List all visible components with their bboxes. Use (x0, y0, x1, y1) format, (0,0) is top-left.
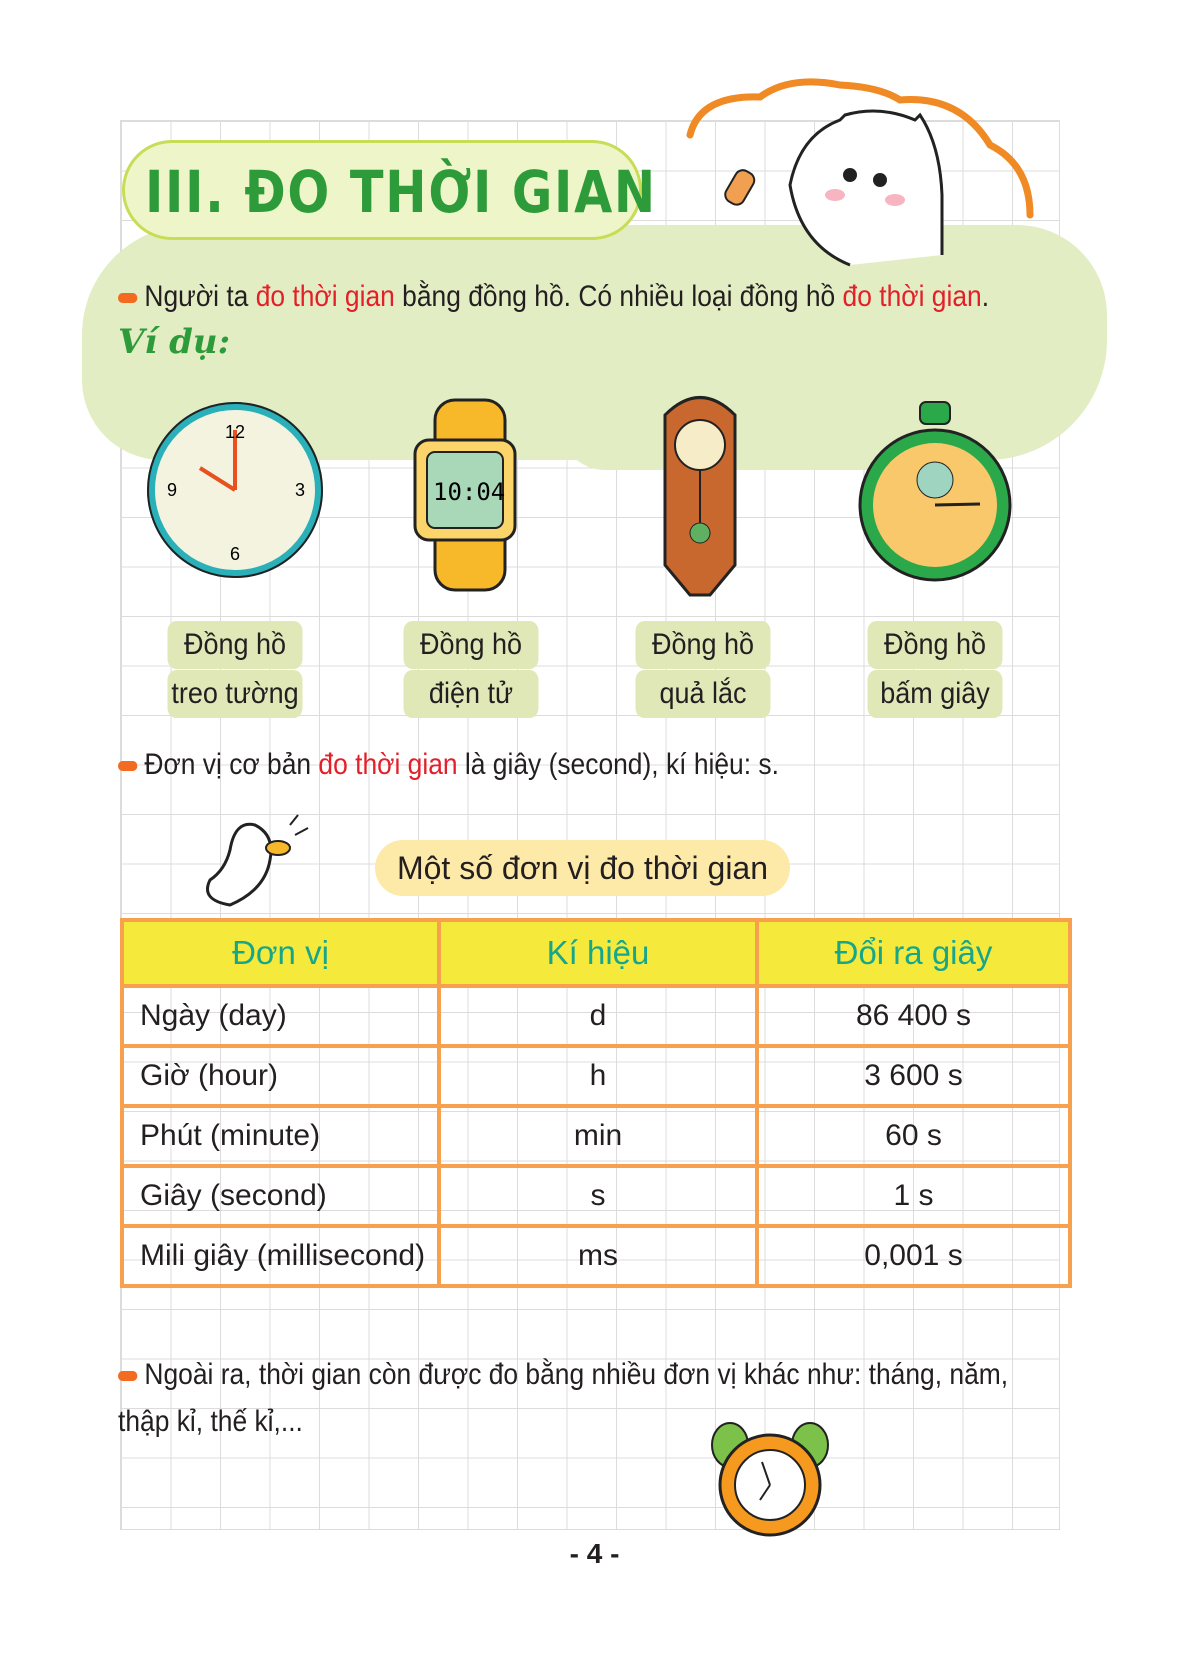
table-heading: Một số đơn vị đo thời gian (375, 840, 790, 896)
clock-label: Đồng hồ bấm giây (867, 620, 1003, 719)
clock-label: Đồng hồ quả lắc (635, 620, 771, 719)
bullet-icon (118, 293, 138, 304)
cell: min (437, 1104, 759, 1168)
text: là giây (second), kí hiệu: s. (457, 748, 779, 781)
text: . (981, 280, 990, 313)
label-line: Đồng hồ (635, 621, 771, 669)
clock-label: Đồng hồ treo tường (167, 620, 303, 719)
page-title: III. ĐO THỜI GIAN (145, 158, 657, 226)
cell: ms (437, 1224, 759, 1288)
cell: Phút (minute) (120, 1104, 441, 1168)
highlight-text: đo thời gian (255, 280, 395, 313)
label-line: Đồng hồ (867, 621, 1003, 669)
other-units-text-2: thập kỉ, thế kỉ,... (118, 1405, 303, 1438)
label-line: bấm giây (867, 670, 1003, 718)
table-header-row: Đơn vị Kí hiệu Đổi ra giây (120, 918, 1072, 988)
pendulum-clock-icon (663, 396, 737, 597)
text: bằng đồng hồ. Có nhiều loại đồng hồ (394, 280, 843, 313)
label-line: quả lắc (635, 670, 771, 718)
highlight-text: đo thời gian (318, 748, 458, 781)
column-header: Đổi ra giây (755, 918, 1072, 988)
cell: d (437, 984, 759, 1048)
text: Người ta (144, 280, 256, 313)
label-line: Đồng hồ (167, 621, 303, 669)
table-row: Ngày (day) d 86 400 s (120, 984, 1072, 1048)
wall-clock-icon: 12 3 6 9 (147, 402, 323, 578)
time-units-table: Đơn vị Kí hiệu Đổi ra giây Ngày (day) d 86… (120, 918, 1072, 1288)
table-row: Giây (second) s 1 s (120, 1164, 1072, 1228)
title-bubble (122, 140, 642, 240)
cell: Mili giây (millisecond) (120, 1224, 441, 1288)
text: Ngoài ra, thời gian còn được đo bằng nhi… (144, 1358, 1009, 1391)
bullet-icon (118, 761, 138, 772)
svg-text:3: 3 (295, 480, 305, 500)
highlight-text: đo thời gian (842, 280, 982, 313)
cell: 1 s (755, 1164, 1072, 1228)
example-label: Ví dụ: (118, 322, 231, 362)
svg-text:6: 6 (230, 544, 240, 564)
cell: Giờ (hour) (120, 1044, 441, 1108)
cell: Giây (second) (120, 1164, 441, 1228)
base-unit-text: Đơn vị cơ bản đo thời gian là giây (seco… (118, 748, 779, 782)
svg-text:9: 9 (167, 480, 177, 500)
column-header: Kí hiệu (437, 918, 759, 988)
intro-text: Người ta đo thời gian bằng đồng hồ. Có n… (118, 280, 989, 314)
table-row: Giờ (hour) h 3 600 s (120, 1044, 1072, 1108)
table-row: Mili giây (millisecond) ms 0,001 s (120, 1224, 1072, 1288)
cell: 60 s (755, 1104, 1072, 1168)
label-line: Đồng hồ (403, 621, 539, 669)
duck-icon (206, 814, 309, 907)
cell: 86 400 s (755, 984, 1072, 1048)
table-row: Phút (minute) min 60 s (120, 1104, 1072, 1168)
label-line: điện tử (403, 670, 539, 718)
svg-text:10:04: 10:04 (433, 478, 505, 506)
label-line: treo tường (167, 670, 303, 718)
clock-label: Đồng hồ điện tử (403, 620, 539, 719)
cell: s (437, 1164, 759, 1228)
page-number: - 4 - (569, 1538, 620, 1569)
stopwatch-icon (858, 401, 1012, 582)
cell: 0,001 s (755, 1224, 1072, 1288)
other-units-text: Ngoài ra, thời gian còn được đo bằng nhi… (118, 1358, 1008, 1392)
text: Đơn vị cơ bản (144, 748, 319, 781)
alarm-clock-icon (711, 1422, 829, 1537)
cell: 3 600 s (755, 1044, 1072, 1108)
cell: h (437, 1044, 759, 1108)
cat-decoration-icon (686, 78, 1034, 267)
column-header: Đơn vị (120, 918, 441, 988)
svg-text:12: 12 (225, 422, 245, 442)
bullet-icon (118, 1371, 138, 1382)
digital-watch-icon: 10:04 (413, 398, 517, 592)
cell: Ngày (day) (120, 984, 441, 1048)
